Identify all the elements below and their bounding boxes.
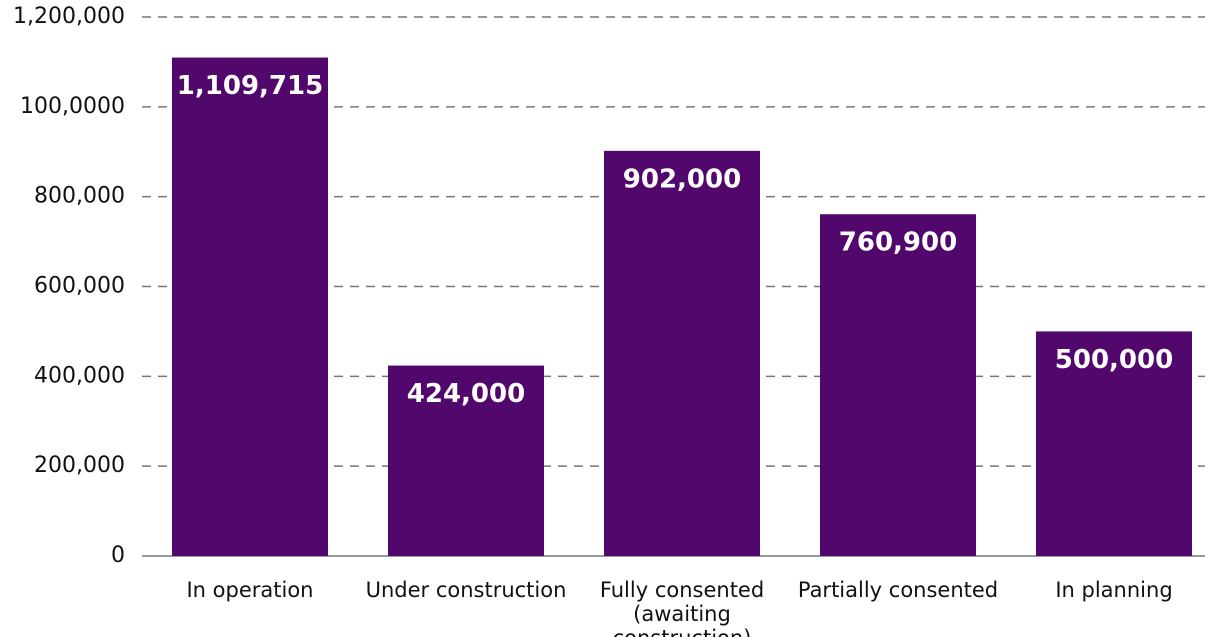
bar [388,365,544,556]
data-label: 760,900 [839,228,957,258]
bar [172,57,328,557]
y-tick-label: 600,000 [34,274,125,299]
x-tick-label: Fully consented (awaiting construction) [599,578,765,637]
data-label: 1,109,715 [177,71,323,101]
x-tick-label: Partially consented [797,578,999,602]
y-tick-label: 800,000 [34,184,125,209]
x-tick-label: In operation [186,578,314,602]
x-tick-label: In planning [1055,578,1173,602]
y-tick-label: 0 [111,543,125,568]
y-tick-label: 1,200,000 [13,4,125,29]
data-label: 902,000 [623,164,741,194]
y-tick-label: 100,0000 [20,94,125,119]
data-label: 500,000 [1055,345,1173,375]
y-tick-label: 400,000 [34,363,125,388]
bar [604,150,760,556]
bar [1036,331,1192,556]
bar [820,214,976,557]
data-label: 424,000 [407,379,525,409]
y-tick-label: 200,000 [34,453,125,478]
x-tick-label: Under construction [365,578,567,602]
